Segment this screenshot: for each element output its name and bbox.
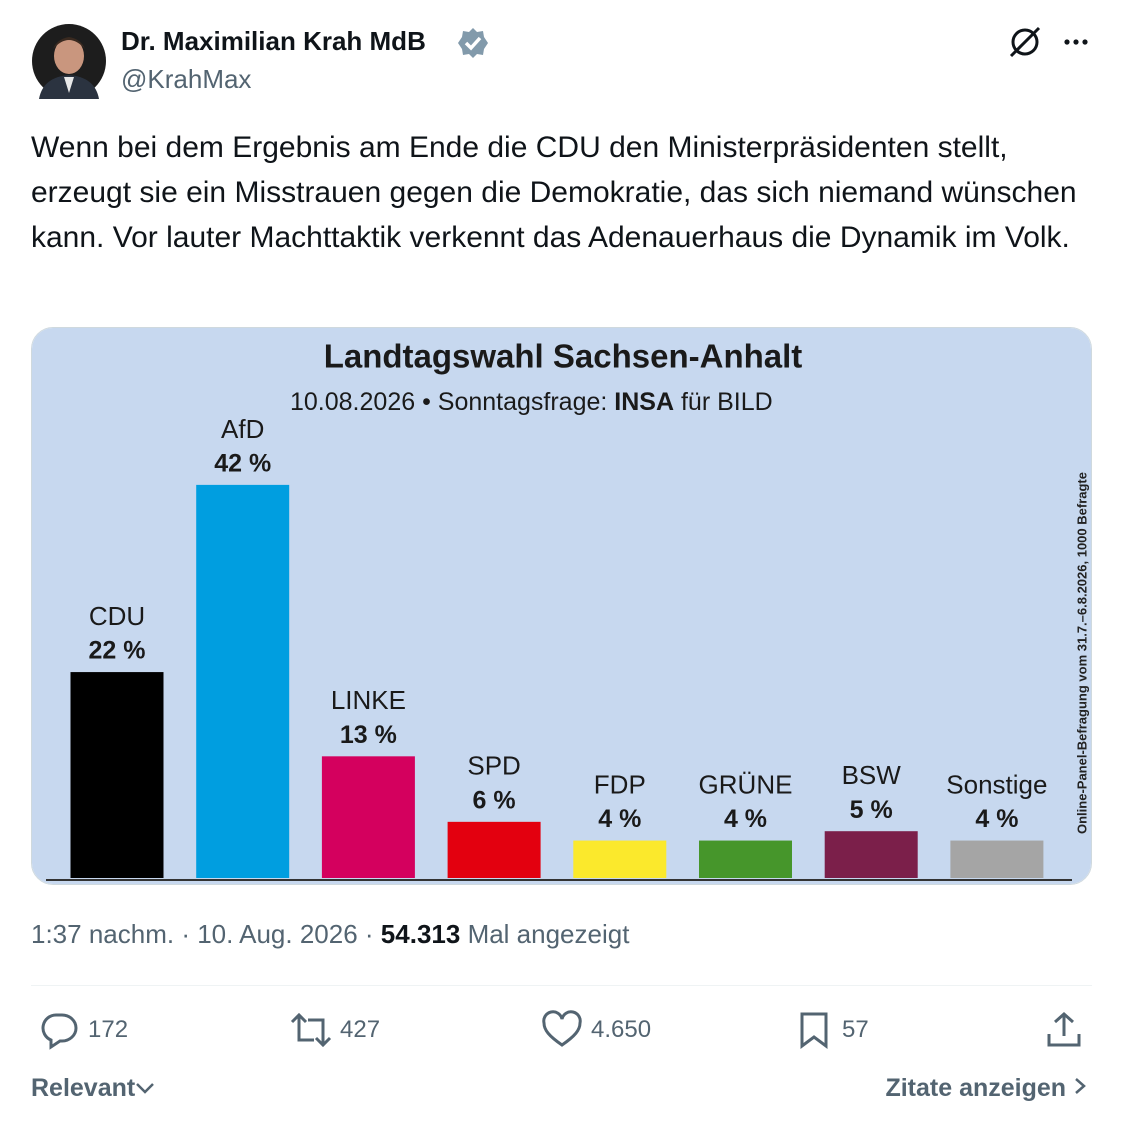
bar bbox=[321, 756, 415, 878]
bar bbox=[950, 840, 1044, 878]
bookmark-count: 57 bbox=[842, 1016, 869, 1043]
chart-subtitle: 10.08.2026 • Sonntagsfrage: INSA für BIL… bbox=[290, 388, 773, 416]
value-label: 4 % bbox=[724, 805, 767, 833]
timestamp[interactable]: 1:37 nachm. · 10. Aug. 2026 · bbox=[31, 919, 374, 949]
view-count: 54.313 bbox=[380, 919, 461, 949]
repost-count: 427 bbox=[340, 1016, 381, 1043]
reply-icon[interactable] bbox=[40, 1010, 80, 1050]
bar bbox=[447, 821, 541, 878]
view-label: Mal angezeigt bbox=[467, 919, 630, 949]
reply-count: 172 bbox=[88, 1016, 129, 1043]
subtitle-part: für BILD bbox=[681, 388, 773, 416]
quotes-link[interactable]: Zitate anzeigen bbox=[885, 1074, 1087, 1103]
like-count: 4.650 bbox=[591, 1016, 652, 1043]
quotes-label: Zitate anzeigen bbox=[885, 1074, 1067, 1102]
author-handle[interactable]: @KrahMax bbox=[121, 64, 252, 94]
like-icon[interactable] bbox=[541, 1010, 583, 1050]
bar bbox=[824, 831, 918, 878]
value-label: 13 % bbox=[340, 721, 397, 749]
verified-badge bbox=[458, 28, 488, 58]
bar bbox=[573, 840, 667, 878]
bar bbox=[699, 840, 792, 878]
divider bbox=[31, 985, 1092, 986]
subtitle-part: INSA bbox=[614, 388, 674, 416]
media[interactable]: Landtagswahl Sachsen-Anhalt 10.08.2026 •… bbox=[31, 327, 1092, 885]
chart: Landtagswahl Sachsen-Anhalt 10.08.2026 •… bbox=[32, 328, 1091, 884]
avatar[interactable] bbox=[31, 23, 107, 99]
timestamp-row: 1:37 nachm. · 10. Aug. 2026 · 54.313 Mal… bbox=[31, 919, 629, 950]
value-label: 4 % bbox=[975, 805, 1018, 833]
category-label: FDP bbox=[594, 769, 646, 799]
chart-title: Landtagswahl Sachsen-Anhalt bbox=[324, 338, 803, 375]
bar bbox=[196, 484, 290, 878]
chevron bbox=[136, 1083, 155, 1094]
value-label: 5 % bbox=[850, 796, 893, 824]
author-name[interactable]: Dr. Maximilian Krah MdB bbox=[121, 26, 426, 56]
sort-label: Relevant bbox=[31, 1074, 136, 1102]
bookmark-icon[interactable] bbox=[796, 1010, 832, 1050]
subtitle-part: 10.08.2026 • Sonntagsfrage: bbox=[290, 388, 607, 416]
category-label: GRÜNE bbox=[699, 769, 793, 799]
category-label: AfD bbox=[221, 414, 264, 444]
value-label: 6 % bbox=[473, 786, 516, 814]
value-label: 42 % bbox=[214, 449, 271, 477]
top-icons[interactable] bbox=[1005, 24, 1100, 60]
value-label: 4 % bbox=[598, 805, 641, 833]
category-label: BSW bbox=[842, 760, 902, 790]
chart-note: Online-Panel-Befragung vom 31.7.–6.8.202… bbox=[1074, 472, 1089, 834]
chevron bbox=[1075, 1078, 1086, 1094]
repost-icon[interactable] bbox=[288, 1010, 334, 1050]
share-icon[interactable] bbox=[1044, 1010, 1084, 1050]
value-label: 22 % bbox=[89, 637, 146, 665]
category-label: Sonstige bbox=[946, 769, 1047, 799]
tweet-text: Wenn bei dem Ergebnis am Ende die CDU de… bbox=[31, 131, 1077, 254]
category-label: SPD bbox=[467, 751, 520, 781]
category-label: CDU bbox=[89, 601, 145, 631]
sort-button[interactable]: Relevant bbox=[31, 1074, 155, 1103]
bar bbox=[70, 672, 164, 878]
category-label: LINKE bbox=[331, 685, 406, 715]
